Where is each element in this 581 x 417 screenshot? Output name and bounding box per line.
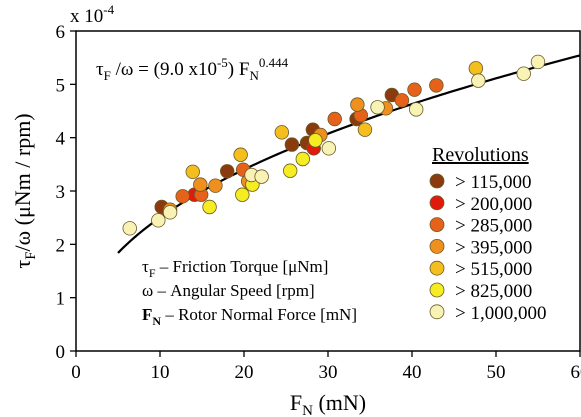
- data-points: [122, 54, 546, 236]
- data-point-series-6: [530, 54, 546, 70]
- legend-marker: [429, 195, 445, 211]
- axis-ticks: 0 10 20 30 40 50 60 0 1 2 3 4 5 6: [56, 22, 581, 383]
- y-tick-label: 1: [56, 289, 66, 310]
- data-point-series-0: [284, 137, 300, 152]
- x-tick-label: 50: [487, 362, 506, 383]
- y-tick-label: 6: [56, 22, 66, 43]
- legend-marker: [429, 173, 445, 189]
- legend-marker: [429, 304, 445, 320]
- x-axis-title: FN (mN): [290, 390, 366, 417]
- legend-marker: [429, 260, 445, 276]
- legend-title: Revolutions: [432, 144, 529, 166]
- data-point-series-4: [233, 147, 248, 162]
- annotation-normal-force: FN – Rotor Normal Force [mN]: [142, 305, 357, 328]
- legend-label: > 515,000: [455, 259, 532, 280]
- data-point-series-3: [350, 97, 365, 112]
- annotation-friction-torque: τF – Friction Torque [μNm]: [142, 257, 328, 280]
- x-tick-label: 0: [71, 362, 81, 383]
- data-point-series-5: [283, 163, 298, 178]
- data-point-series-2: [327, 111, 342, 127]
- data-point-series-5: [308, 133, 323, 148]
- data-point-series-5: [202, 199, 217, 215]
- data-point-series-6: [151, 213, 166, 228]
- data-point-series-2: [429, 78, 444, 93]
- x-tick-label: 20: [235, 362, 254, 383]
- data-point-series-6: [254, 169, 269, 184]
- y-tick-label: 0: [56, 342, 66, 363]
- data-point-series-6: [409, 102, 424, 117]
- x-tick-label: 60: [571, 362, 581, 383]
- x-tick-label: 30: [319, 362, 338, 383]
- data-point-series-6: [370, 100, 385, 115]
- data-point-series-4: [274, 125, 290, 140]
- data-point-series-6: [162, 205, 178, 220]
- legend: > 115,000> 200,000> 285,000> 395,000> 51…: [429, 172, 546, 324]
- data-point-series-5: [295, 151, 311, 167]
- data-point-series-4: [468, 61, 484, 76]
- legend-label: > 200,000: [455, 194, 532, 215]
- y-tick-label: 4: [56, 129, 66, 150]
- data-point-series-4: [185, 164, 200, 180]
- legend-label: > 825,000: [455, 281, 532, 302]
- data-point-series-6: [321, 141, 337, 156]
- data-point-series-3: [208, 178, 223, 193]
- data-point-series-2: [394, 93, 410, 108]
- legend-label: > 395,000: [455, 237, 532, 258]
- data-point-series-3: [193, 177, 208, 192]
- y-axis-title: τF/ω (μNm / rpm): [10, 113, 39, 268]
- data-point-series-6: [471, 73, 486, 88]
- x-tick-label: 10: [151, 362, 170, 383]
- data-point-series-6: [122, 221, 137, 236]
- data-point-series-2: [407, 82, 422, 97]
- legend-label: > 115,000: [455, 172, 532, 193]
- legend-marker: [429, 238, 445, 254]
- legend-label: > 285,000: [455, 216, 532, 237]
- data-point-series-5: [235, 187, 250, 202]
- data-point-series-6: [516, 66, 531, 81]
- data-point-series-4: [357, 122, 373, 137]
- y-tick-label: 5: [56, 75, 66, 96]
- data-point-series-2: [175, 189, 190, 204]
- legend-label: > 1,000,000: [455, 303, 546, 324]
- fit-equation: τF /ω = (9.0 x10-5) FN0.444: [96, 55, 289, 83]
- y-tick-label: 3: [56, 182, 66, 203]
- x-tick-label: 40: [403, 362, 422, 383]
- legend-marker: [429, 282, 445, 298]
- annotation-angular-speed: ω – Angular Speed [rpm]: [142, 281, 315, 300]
- y-tick-label: 2: [56, 235, 66, 256]
- legend-marker: [429, 217, 445, 233]
- data-point-series-0: [219, 164, 235, 179]
- axis-multiplier: x 10-4: [70, 2, 115, 27]
